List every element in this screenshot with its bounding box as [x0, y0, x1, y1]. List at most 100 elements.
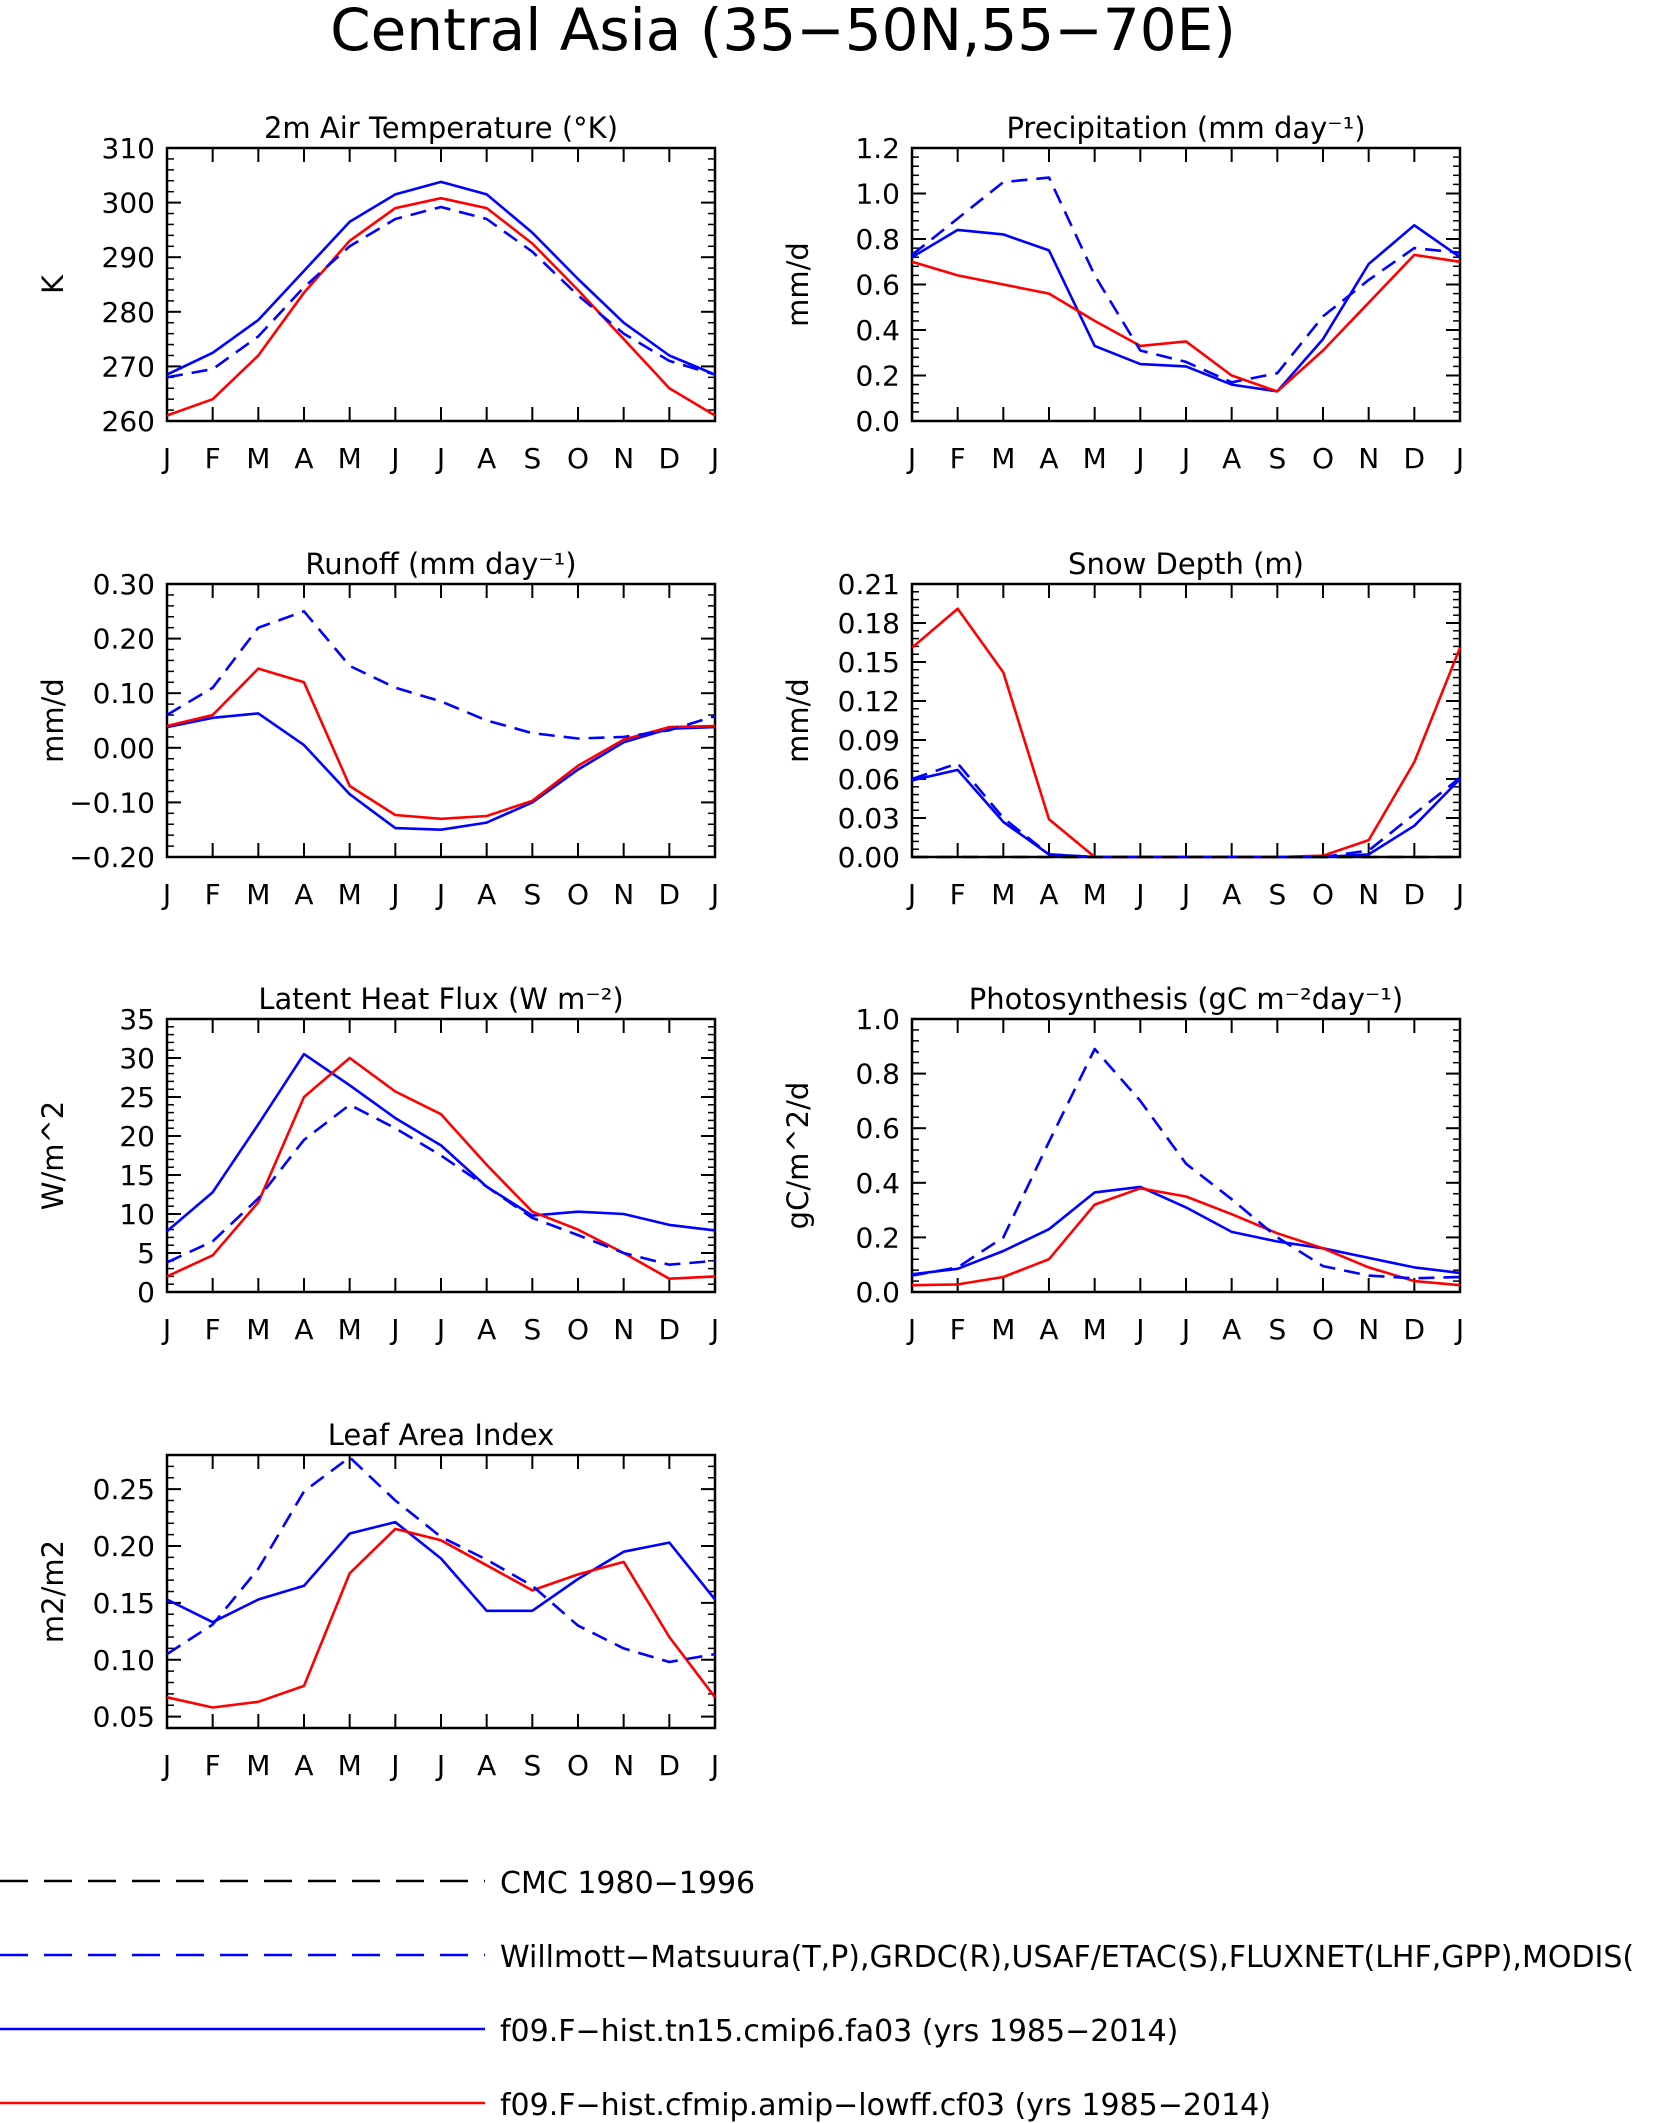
x-tick-label: J	[161, 1749, 171, 1782]
x-tick-label: N	[613, 1313, 634, 1346]
y-tick-label: 10	[119, 1198, 155, 1231]
legend-label-cmc: CMC 1980−1996	[500, 1866, 755, 1901]
x-tick-label: A	[294, 1749, 313, 1782]
y-tick-label: 0.20	[93, 623, 155, 656]
x-tick-label: J	[1134, 878, 1144, 911]
series-line-solid-0000ff	[166, 1520, 717, 1624]
x-tick-label: M	[246, 1313, 270, 1346]
y-tick-label: 0.8	[855, 1058, 900, 1091]
legend-label-obs: Willmott−Matsuura(T,P),GRDC(R),USAF/ETAC…	[500, 1940, 1634, 1975]
x-tick-label: F	[950, 1313, 966, 1346]
y-tick-label: 0.10	[93, 1644, 155, 1677]
x-tick-label: N	[613, 1749, 634, 1782]
legend: CMC 1980−1996 Willmott−Matsuura(T,P),GRD…	[0, 1866, 1634, 2123]
x-tick-label: N	[613, 442, 634, 475]
x-tick-label: D	[659, 878, 681, 911]
x-tick-label: S	[1268, 878, 1286, 911]
y-tick-label: 0.21	[838, 568, 900, 601]
chart-panel-precipitation-mm-day: 0.00.20.40.60.81.01.2J F M A M J J A S O N D JPrecip…	[781, 111, 1464, 475]
chart-panel-photosynthesis-gc-m-day: 0.00.20.40.60.81.0J F M A M J J A S O N D JPhotosynt…	[781, 982, 1464, 1346]
figure-title: Central Asia (35−50N,55−70E)	[330, 0, 1236, 64]
x-tick-label: A	[294, 878, 313, 911]
x-tick-label: F	[205, 1749, 221, 1782]
x-tick-label: O	[567, 878, 589, 911]
y-tick-label: 0.00	[93, 732, 155, 765]
y-tick-label: 300	[102, 187, 155, 220]
x-tick-label: A	[477, 1313, 496, 1346]
x-tick-label: S	[523, 1313, 541, 1346]
x-tick-label: F	[950, 878, 966, 911]
y-tick-label: 0.8	[855, 223, 900, 256]
y-tick-label: 0.18	[838, 607, 900, 640]
x-tick-label: J	[161, 878, 171, 911]
x-tick-label: M	[1083, 878, 1107, 911]
y-tick-label: 0.15	[838, 646, 900, 679]
y-tick-label: 270	[102, 350, 155, 383]
x-tick-label: J	[389, 1749, 399, 1782]
x-tick-label: D	[659, 1749, 681, 1782]
series-line-dashed-0000ff	[166, 609, 716, 740]
x-tick-label: N	[1358, 878, 1379, 911]
y-tick-label: 0.05	[93, 1701, 155, 1734]
y-tick-label: 0.4	[855, 314, 900, 347]
y-tick-label: 0.6	[855, 1112, 900, 1145]
x-tick-label: J	[435, 442, 445, 475]
x-tick-label: A	[477, 1749, 496, 1782]
plot-frame	[910, 582, 1462, 859]
y-tick-label: 0.2	[855, 1221, 900, 1254]
x-tick-label: J	[906, 442, 916, 475]
y-axis-label: m2/m2	[36, 1540, 70, 1643]
series-line-solid-ff0000	[166, 1527, 717, 1709]
x-tick-label: A	[1222, 442, 1241, 475]
y-tick-label: 1.0	[855, 1003, 900, 1036]
x-tick-label: J	[709, 442, 719, 475]
y-tick-label: 20	[119, 1120, 155, 1153]
x-tick-label: N	[1358, 1313, 1379, 1346]
y-tick-label: 0.12	[838, 685, 900, 718]
x-tick-label: J	[1134, 1313, 1144, 1346]
x-tick-label: S	[523, 442, 541, 475]
series-line-solid-ff0000	[911, 253, 1461, 393]
x-tick-label: M	[246, 1749, 270, 1782]
y-tick-label: 310	[102, 132, 155, 165]
x-tick-label: A	[1222, 878, 1241, 911]
x-tick-label: F	[950, 442, 966, 475]
plot-frame	[910, 1017, 1462, 1294]
series-line-dashed-0000ff	[911, 176, 1461, 384]
x-tick-label: J	[1454, 878, 1464, 911]
x-tick-label: A	[294, 1313, 313, 1346]
series-line-solid-ff0000	[166, 667, 716, 821]
y-tick-label: 35	[119, 1003, 155, 1036]
y-tick-label: 280	[102, 296, 155, 329]
x-tick-label: M	[246, 442, 270, 475]
y-tick-label: 0.6	[855, 269, 900, 302]
series-line-dashed-0000ff	[911, 1047, 1461, 1280]
x-tick-label: S	[523, 1749, 541, 1782]
series-line-dashed-0000ff	[166, 1103, 716, 1266]
panel-title: Runoff (mm day⁻¹)	[305, 547, 576, 581]
x-tick-label: A	[477, 442, 496, 475]
x-tick-label: M	[1083, 442, 1107, 475]
y-tick-label: 0	[137, 1276, 155, 1309]
x-tick-label: J	[1134, 442, 1144, 475]
y-tick-label: 5	[137, 1237, 155, 1270]
y-tick-label: 0.2	[855, 360, 900, 393]
series-line-dashed-0000ff	[911, 762, 1461, 859]
y-tick-label: 0.03	[838, 802, 900, 835]
plot-frame	[165, 582, 717, 859]
series-line-solid-ff0000	[166, 1056, 716, 1280]
y-axis-label: mm/d	[36, 678, 70, 763]
x-tick-label: O	[1312, 1313, 1334, 1346]
x-tick-label: J	[709, 1313, 719, 1346]
legend-label-model-a: f09.F−hist.tn15.cmip6.fa03 (yrs 1985−201…	[500, 2014, 1178, 2049]
plot-frame	[165, 1017, 717, 1294]
plot-frame	[165, 146, 717, 423]
plot-frame	[165, 1453, 717, 1730]
x-tick-label: M	[338, 878, 362, 911]
x-tick-label: J	[1454, 442, 1464, 475]
x-tick-label: J	[389, 1313, 399, 1346]
y-tick-label: 25	[119, 1081, 155, 1114]
